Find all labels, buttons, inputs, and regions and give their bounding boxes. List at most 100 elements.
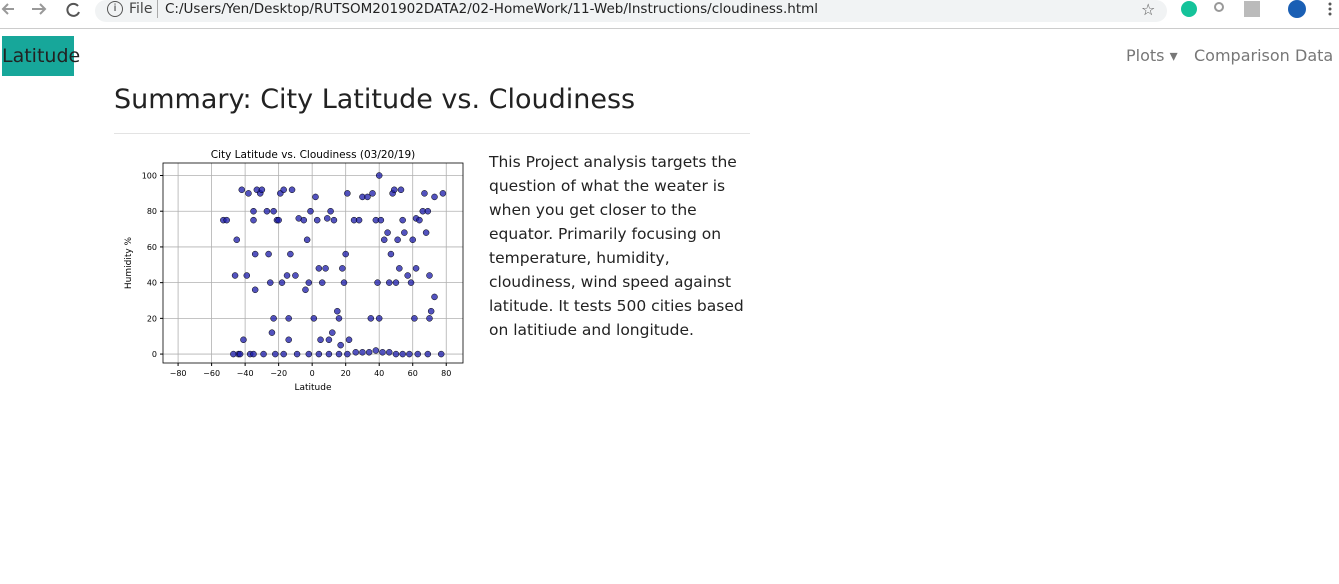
- point: [250, 216, 257, 224]
- address-bar[interactable]: i File C:/Users/Yen/Desktop/RUTSOM201902…: [95, 0, 1167, 22]
- point: [392, 350, 400, 358]
- chart: City Latitude vs. Cloudiness (03/20/19) …: [124, 149, 464, 393]
- nav-link[interactable]: Plots ▾: [1126, 46, 1178, 65]
- point: [411, 315, 418, 322]
- point: [421, 190, 428, 197]
- point: [251, 250, 259, 258]
- point: [325, 336, 333, 344]
- point: [384, 229, 391, 236]
- nav-buttons[interactable]: [0, 0, 90, 24]
- point: [399, 350, 406, 358]
- y-tick-label: 100: [142, 172, 157, 181]
- point: [293, 350, 301, 358]
- x-axis-label: Latitude: [294, 383, 332, 393]
- star-icon[interactable]: ☆: [1141, 0, 1156, 19]
- x-tick-label: 0: [310, 369, 315, 378]
- point: [245, 190, 252, 197]
- scheme: File: [129, 1, 153, 17]
- point: [342, 250, 349, 258]
- point: [407, 279, 415, 286]
- pdf-icon[interactable]: [1244, 1, 1260, 17]
- point: [260, 350, 267, 358]
- point: [285, 336, 292, 344]
- heading: Summary: City Latitude vs. Cloudiness: [114, 84, 636, 115]
- x-tick-label: −40: [237, 369, 254, 378]
- point: [365, 349, 373, 356]
- point: [263, 207, 271, 215]
- point: [339, 265, 346, 272]
- point: [250, 207, 257, 215]
- info-icon: i: [107, 1, 123, 17]
- point: [307, 207, 314, 215]
- point: [391, 186, 398, 194]
- nav-link[interactable]: Comparison: [1194, 46, 1290, 65]
- point: [352, 349, 359, 356]
- point: [375, 315, 383, 322]
- point: [236, 350, 244, 358]
- y-axis-label: Humidity %: [124, 236, 134, 289]
- point: [302, 286, 309, 294]
- point: [374, 279, 381, 286]
- x-tick-label: 60: [408, 369, 418, 378]
- point: [270, 315, 277, 322]
- point: [364, 193, 371, 201]
- point: [426, 315, 433, 322]
- point: [359, 349, 366, 356]
- navbar-brand[interactable]: Latitude: [2, 36, 80, 76]
- point: [386, 279, 393, 286]
- nav-link[interactable]: Data: [1295, 46, 1334, 65]
- y-tick-label: 20: [147, 314, 157, 323]
- point: [329, 329, 336, 336]
- point: [283, 272, 291, 279]
- point: [265, 250, 272, 258]
- point: [305, 350, 313, 358]
- point: [305, 279, 313, 286]
- point: [439, 190, 447, 197]
- point: [312, 193, 319, 201]
- point: [335, 350, 343, 358]
- point: [240, 336, 247, 344]
- point: [426, 272, 433, 279]
- point: [344, 190, 351, 197]
- point: [243, 272, 251, 279]
- point: [397, 186, 405, 194]
- point: [414, 350, 421, 358]
- point: [322, 265, 329, 272]
- point: [409, 236, 416, 244]
- point: [268, 329, 276, 336]
- nav-link-text[interactable]: Plots: [1126, 46, 1165, 65]
- point: [287, 250, 294, 258]
- point: [334, 307, 341, 315]
- point: [345, 336, 353, 344]
- point: [318, 279, 326, 286]
- point: [315, 265, 323, 272]
- grammarly-icon[interactable]: [1181, 1, 1197, 17]
- point: [431, 193, 438, 201]
- point: [379, 349, 386, 356]
- point: [317, 336, 324, 344]
- y-tick-label: 0: [152, 350, 157, 359]
- x-tick-label: −60: [203, 369, 220, 378]
- x-tick-label: −80: [170, 369, 187, 378]
- point: [427, 307, 435, 315]
- point: [344, 350, 351, 358]
- point: [424, 350, 432, 358]
- point: [272, 350, 279, 358]
- extensions: [1181, 0, 1332, 18]
- point: [375, 172, 383, 179]
- point: [303, 236, 311, 244]
- point: [292, 272, 299, 279]
- point: [337, 341, 344, 349]
- separator: [157, 0, 158, 18]
- search-icon[interactable]: [1214, 2, 1224, 12]
- point: [280, 186, 287, 194]
- point: [386, 349, 393, 356]
- point: [406, 350, 413, 358]
- avatar[interactable]: [1288, 0, 1306, 18]
- point: [267, 279, 274, 286]
- chart-title: City Latitude vs. Cloudiness (03/20/19): [211, 149, 415, 161]
- x-tick-label: −20: [270, 369, 287, 378]
- point: [392, 279, 400, 286]
- x-tick-label: 80: [441, 369, 451, 378]
